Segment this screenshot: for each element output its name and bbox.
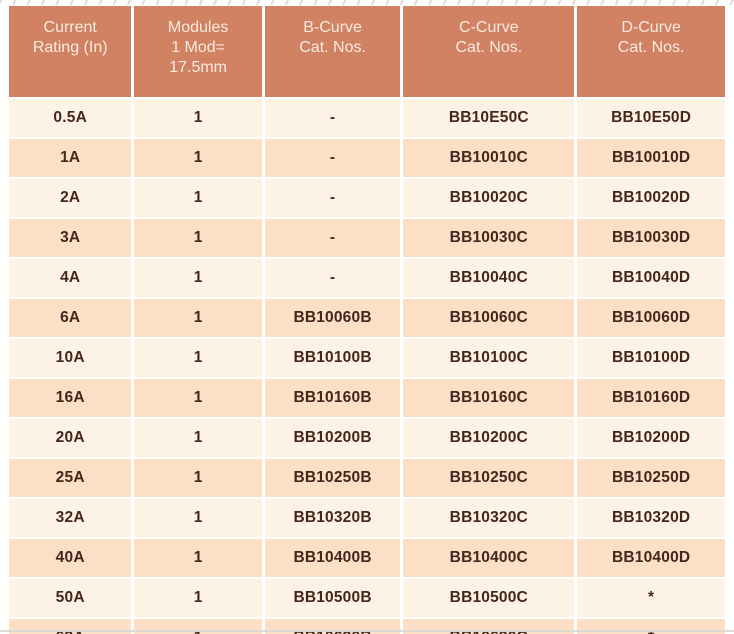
table-cell-modules: 1 [134, 579, 262, 617]
table-row: 0.5A 1- BB10E50C BB10E50D [9, 99, 725, 137]
table-row: 1A 1- BB10010C BB10010D [9, 139, 725, 177]
table-cell-d-curve: BB10200D [577, 419, 725, 457]
table-cell-d-curve: * [577, 579, 725, 617]
table-cell-c-curve: BB10160C [403, 379, 575, 417]
table-cell-current-rating: 20A [9, 419, 132, 457]
table-cell-c-curve: BB10010C [403, 139, 575, 177]
table-cell-b-curve: BB10160B [264, 379, 401, 417]
table-cell-b-curve: BB10100B [264, 339, 401, 377]
table-cell-b-curve: BB10400B [264, 539, 401, 577]
table-body: 0.5A 1- BB10E50C BB10E50D 1A 1- BB10010C BB1001… [9, 99, 725, 634]
table-row: 50A 1 BB10500B BB10500C * [9, 579, 725, 617]
table-row: 20A 1 BB10200B BB10200C BB10200D [9, 419, 725, 457]
table-cell-current-rating: 1A [9, 139, 132, 177]
breaker-catalog-table: Current Rating (In) Modules 1 Mod= 17.5mm… [6, 4, 728, 634]
table-cell-current-rating: 6A [9, 299, 132, 337]
table-row: 25A 1 BB10250B BB10250C BB10250D [9, 459, 725, 497]
table-cell-modules: 1 [134, 299, 262, 337]
table-cell-c-curve: BB10030C [403, 219, 575, 257]
table-cell-c-curve: BB10500C [403, 579, 575, 617]
table-row: 6A 1 BB10060B BB10060C BB10060D [9, 299, 725, 337]
table-row: 3A 1- BB10030C BB10030D [9, 219, 725, 257]
column-header-d-curve: D-Curve Cat. Nos. [577, 6, 725, 97]
table-cell-current-rating: 40A [9, 539, 132, 577]
page-divider [0, 630, 734, 632]
table-cell-d-curve: BB10030D [577, 219, 725, 257]
table-cell-d-curve: BB10E50D [577, 99, 725, 137]
table-cell-current-rating: 3A [9, 219, 132, 257]
table-cell-c-curve: BB10E50C [403, 99, 575, 137]
table-header-row: Current Rating (In) Modules 1 Mod= 17.5mm… [9, 6, 725, 97]
table-cell-b-curve: BB10250B [264, 459, 401, 497]
table-cell-modules: 1 [134, 139, 262, 177]
table-cell-b-curve: BB10060B [264, 299, 401, 337]
table-cell-modules: 1 [134, 219, 262, 257]
column-header-c-curve: C-Curve Cat. Nos. [403, 6, 575, 97]
table-row: 2A 1- BB10020C BB10020D [9, 179, 725, 217]
table-cell-current-rating: 2A [9, 179, 132, 217]
table-cell-b-curve: BB10320B [264, 499, 401, 537]
table-cell-current-rating: 10A [9, 339, 132, 377]
table-cell-modules: 1 [134, 499, 262, 537]
table-cell-b-curve: - [264, 139, 401, 177]
table-cell-b-curve: - [264, 179, 401, 217]
table-cell-b-curve: - [264, 219, 401, 257]
table-cell-d-curve: BB10040D [577, 259, 725, 297]
table-cell-c-curve: BB10020C [403, 179, 575, 217]
table-cell-current-rating: 4A [9, 259, 132, 297]
table-cell-modules: 1 [134, 99, 262, 137]
table-cell-d-curve: BB10010D [577, 139, 725, 177]
column-header-current-rating: Current Rating (In) [9, 6, 132, 97]
column-header-modules: Modules 1 Mod= 17.5mm [134, 6, 262, 97]
table-cell-b-curve: BB10500B [264, 579, 401, 617]
table-cell-d-curve: BB10250D [577, 459, 725, 497]
table-row: 4A 1- BB10040C BB10040D [9, 259, 725, 297]
table-cell-c-curve: BB10100C [403, 339, 575, 377]
table-cell-b-curve: - [264, 259, 401, 297]
column-header-b-curve: B-Curve Cat. Nos. [264, 6, 401, 97]
table-cell-c-curve: BB10250C [403, 459, 575, 497]
table-cell-modules: 1 [134, 339, 262, 377]
table-cell-current-rating: 50A [9, 579, 132, 617]
table-cell-c-curve: BB10320C [403, 499, 575, 537]
table-row: 40A 1 BB10400B BB10400C BB10400D [9, 539, 725, 577]
table-cell-modules: 1 [134, 539, 262, 577]
table-cell-d-curve: BB10020D [577, 179, 725, 217]
table-cell-c-curve: BB10040C [403, 259, 575, 297]
table-cell-b-curve: BB10200B [264, 419, 401, 457]
table-cell-modules: 1 [134, 379, 262, 417]
table-cell-d-curve: BB10400D [577, 539, 725, 577]
table-cell-d-curve: BB10160D [577, 379, 725, 417]
table-row: 32A 1 BB10320B BB10320C BB10320D [9, 499, 725, 537]
table-cell-modules: 1 [134, 179, 262, 217]
table-cell-d-curve: BB10060D [577, 299, 725, 337]
table-cell-c-curve: BB10060C [403, 299, 575, 337]
page-edge-pattern [0, 0, 734, 5]
table-row: 16A 1 BB10160B BB10160C BB10160D [9, 379, 725, 417]
table-cell-c-curve: BB10200C [403, 419, 575, 457]
table-cell-current-rating: 0.5A [9, 99, 132, 137]
table-cell-current-rating: 25A [9, 459, 132, 497]
table-cell-d-curve: BB10320D [577, 499, 725, 537]
table-cell-current-rating: 16A [9, 379, 132, 417]
table-cell-d-curve: BB10100D [577, 339, 725, 377]
table-row: 10A 1 BB10100B BB10100C BB10100D [9, 339, 725, 377]
table-cell-modules: 1 [134, 419, 262, 457]
table-cell-modules: 1 [134, 259, 262, 297]
table-cell-c-curve: BB10400C [403, 539, 575, 577]
table-cell-current-rating: 32A [9, 499, 132, 537]
table-cell-modules: 1 [134, 459, 262, 497]
table-cell-b-curve: - [264, 99, 401, 137]
